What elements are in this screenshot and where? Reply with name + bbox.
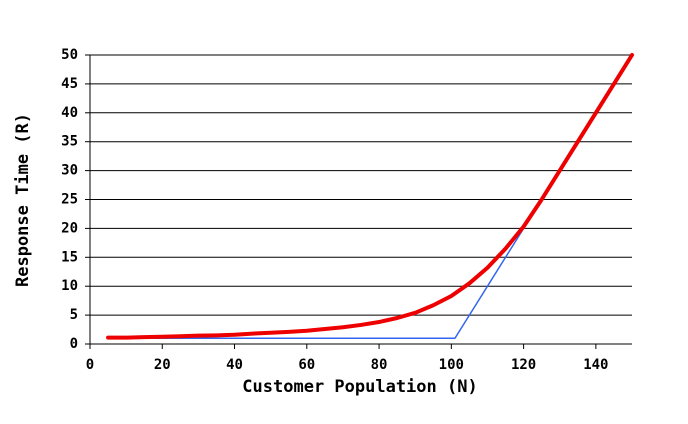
x-tick-label: 80 bbox=[371, 357, 388, 373]
series-line bbox=[106, 53, 634, 340]
x-tick-label: 60 bbox=[298, 357, 315, 373]
y-tick-label: 30 bbox=[61, 163, 78, 179]
series-line bbox=[107, 54, 633, 339]
y-tick-label: 25 bbox=[61, 192, 78, 208]
y-tick-label: 10 bbox=[61, 278, 78, 294]
x-tick-label: 120 bbox=[511, 357, 536, 373]
y-tick-label: 20 bbox=[61, 220, 78, 236]
x-tick-label: 0 bbox=[86, 357, 94, 373]
y-tick-label: 0 bbox=[70, 336, 78, 352]
y-axis-label: Response Time (R) bbox=[13, 113, 33, 287]
y-tick-label: 40 bbox=[61, 105, 78, 121]
x-axis-label: Customer Population (N) bbox=[242, 377, 477, 397]
y-tick-label: 45 bbox=[61, 76, 78, 92]
x-tick-label: 140 bbox=[583, 357, 608, 373]
x-tick-label: 100 bbox=[439, 357, 464, 373]
y-tick-label: 5 bbox=[70, 307, 78, 323]
x-tick-label: 20 bbox=[154, 357, 171, 373]
x-tick-label: 40 bbox=[226, 357, 243, 373]
y-tick-label: 35 bbox=[61, 134, 78, 150]
y-tick-label: 15 bbox=[61, 249, 78, 265]
y-tick-label: 50 bbox=[61, 47, 78, 63]
